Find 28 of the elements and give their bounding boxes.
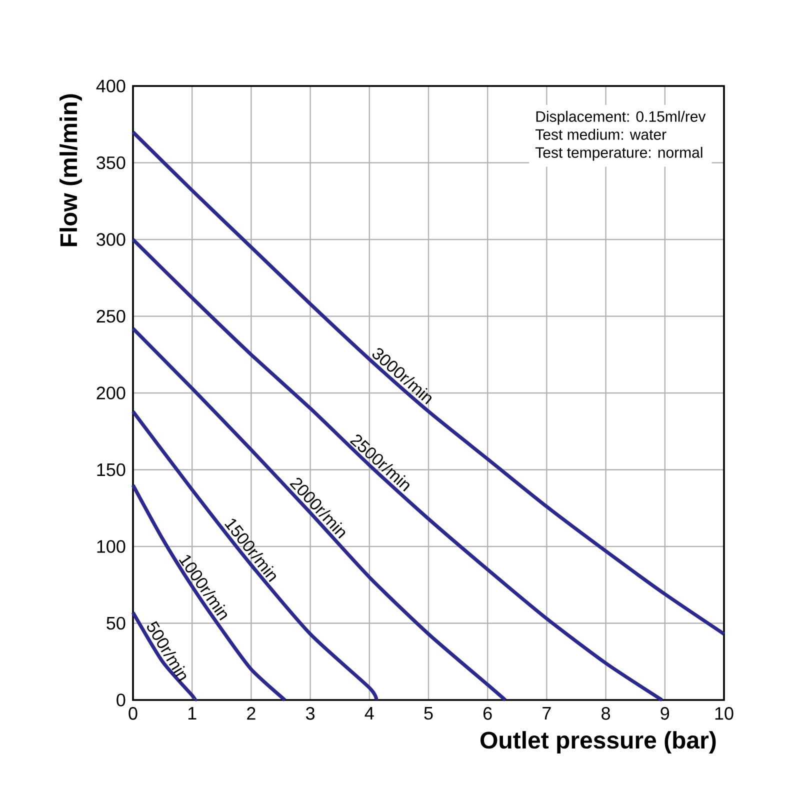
x-tick-label: 3 xyxy=(306,707,315,720)
y-tick-label: 0 xyxy=(116,694,126,706)
annotation: Test medium: water xyxy=(535,128,666,140)
x-tick-label: 1 xyxy=(188,707,196,720)
annotation: Displacement: 0.15ml/rev xyxy=(536,110,706,125)
x-tick-label: 4 xyxy=(364,707,374,720)
y-tick-label: 250 xyxy=(96,310,126,323)
x-tick-label: 5 xyxy=(424,707,433,720)
x-tick-label: 9 xyxy=(660,707,670,720)
y-tick-label: 400 xyxy=(96,80,126,92)
x-axis-title: Outlet pressure (bar) xyxy=(480,731,716,754)
x-tick-label: 7 xyxy=(542,707,551,720)
x-tick-label: 0 xyxy=(128,707,138,720)
line-series xyxy=(131,238,664,702)
y-tick-label: 200 xyxy=(96,386,126,400)
y-tick-label: 300 xyxy=(96,233,126,246)
annotation: Test temperature: normal xyxy=(535,146,702,161)
y-tick-label: 350 xyxy=(96,156,126,170)
y-axis-title: Flow (ml/min) xyxy=(60,94,82,246)
y-tick-label: 150 xyxy=(97,463,126,476)
x-tick-label: 8 xyxy=(602,707,610,720)
line-series xyxy=(131,483,287,702)
x-tick-label: 6 xyxy=(484,707,492,720)
y-tick-label: 100 xyxy=(97,540,126,553)
line-series xyxy=(131,326,508,702)
x-tick-label: 10 xyxy=(715,707,734,720)
y-tick-label: 50 xyxy=(106,616,126,630)
x-tick-label: 2 xyxy=(247,707,256,720)
